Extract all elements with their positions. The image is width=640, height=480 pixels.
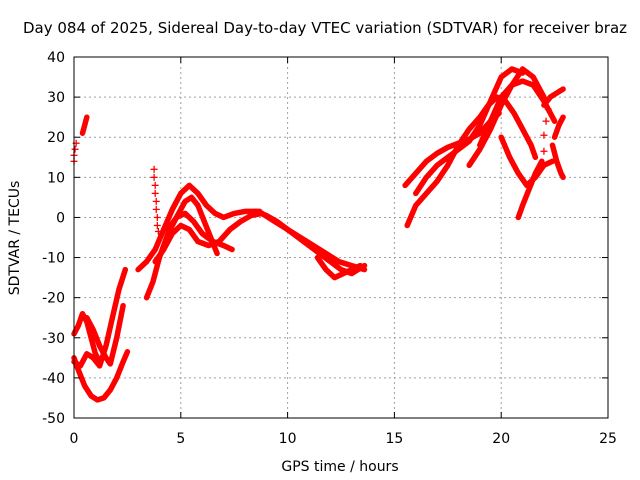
plus-marker bbox=[150, 173, 158, 181]
series-arc-t bbox=[541, 86, 566, 108]
series-arc-s bbox=[515, 158, 545, 221]
x-axis-label: GPS time / hours bbox=[281, 459, 398, 475]
y-tick-label: 0 bbox=[56, 210, 65, 226]
plus-marker bbox=[150, 165, 158, 173]
series-arc-o bbox=[413, 66, 526, 197]
data-layer bbox=[70, 66, 566, 403]
series-arc-l bbox=[314, 254, 363, 281]
y-tick-label: -40 bbox=[42, 371, 65, 387]
series-arc-q bbox=[477, 78, 558, 148]
plus-marker bbox=[151, 181, 159, 189]
series-arc-b bbox=[71, 266, 129, 369]
plus-marker bbox=[151, 189, 159, 197]
series-arc-n bbox=[404, 94, 539, 229]
plus-marker bbox=[540, 147, 548, 155]
series-arc-r bbox=[498, 134, 556, 189]
series-arc-m bbox=[402, 110, 502, 189]
series-arc-h bbox=[152, 210, 265, 265]
y-tick-label: -50 bbox=[42, 411, 65, 427]
series-arc-g bbox=[143, 194, 220, 301]
y-axis-label: SDTVAR / TECUs bbox=[7, 181, 23, 296]
series-arc-u bbox=[549, 142, 566, 181]
y-tick-labels: -50 -40 -30 -20 -10 0 10 20 30 40 bbox=[42, 50, 65, 427]
series-arc-v bbox=[551, 114, 566, 140]
plus-marker bbox=[71, 145, 79, 153]
plus-marker bbox=[152, 197, 160, 205]
y-tick-label: 30 bbox=[47, 90, 65, 106]
plus-marker bbox=[544, 105, 552, 113]
x-tick-label: 0 bbox=[70, 431, 79, 447]
plus-marker bbox=[152, 205, 160, 213]
axis-ticks bbox=[73, 56, 609, 419]
x-tick-label: 25 bbox=[599, 431, 617, 447]
plot-frame bbox=[73, 56, 609, 419]
grid bbox=[74, 57, 608, 418]
chart-title: Day 084 of 2025, Sidereal Day-to-day VTE… bbox=[23, 19, 627, 37]
series-arc-e bbox=[79, 114, 90, 136]
x-tick-label: 20 bbox=[492, 431, 510, 447]
series-arc-a bbox=[71, 349, 131, 403]
x-tick-label: 15 bbox=[385, 431, 403, 447]
series-arc-d bbox=[84, 302, 126, 367]
series-arc-f bbox=[135, 182, 263, 273]
y-tick-label: -10 bbox=[42, 251, 65, 267]
plus-marker bbox=[542, 117, 550, 125]
y-tick-label: 40 bbox=[47, 50, 65, 66]
x-tick-labels: 0 5 10 15 20 25 bbox=[70, 431, 617, 447]
plus-marker bbox=[153, 221, 161, 229]
series-arc-k bbox=[259, 210, 368, 273]
y-tick-label: -20 bbox=[42, 291, 65, 307]
y-tick-label: 10 bbox=[47, 170, 65, 186]
series-arc-i bbox=[165, 210, 235, 253]
plus-marker bbox=[540, 131, 548, 139]
plus-marker bbox=[153, 213, 161, 221]
y-tick-label: -30 bbox=[42, 331, 65, 347]
plus-marker bbox=[154, 227, 162, 235]
x-tick-label: 10 bbox=[279, 431, 297, 447]
y-tick-label: 20 bbox=[47, 130, 65, 146]
x-tick-label: 5 bbox=[176, 431, 185, 447]
